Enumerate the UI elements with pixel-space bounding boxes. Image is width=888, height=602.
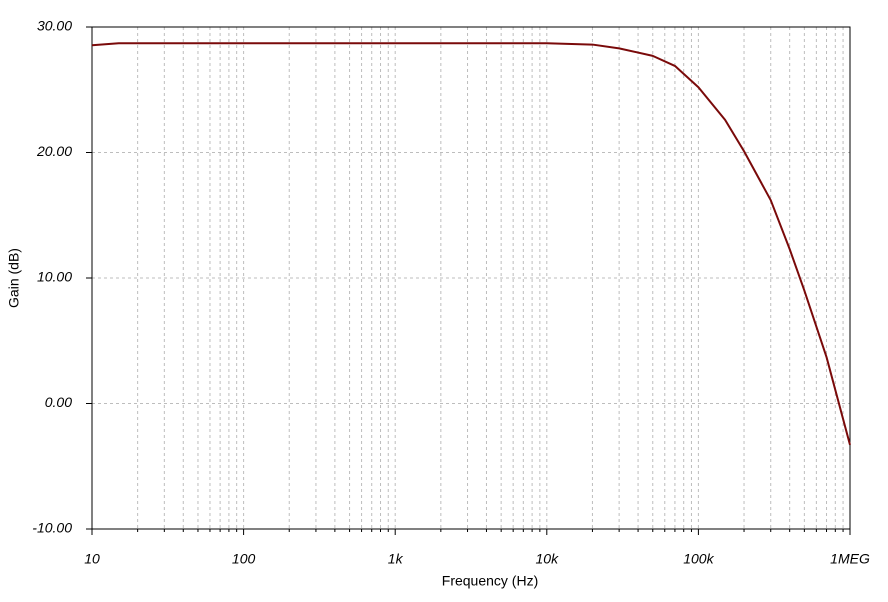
y-tick-label: 10.00 [37, 269, 72, 285]
y-tick-label: 20.00 [36, 143, 72, 159]
x-tick-label: 10k [536, 551, 560, 567]
x-tick-label: 1MEG [830, 551, 870, 567]
y-axis-label: Gain (dB) [6, 248, 22, 308]
plot-frame [91, 26, 851, 530]
y-tick-label: -10.00 [32, 520, 72, 536]
data-line [91, 42, 851, 446]
y-tick-label: 0.00 [45, 394, 72, 410]
y-tick-label: 30.00 [37, 18, 72, 34]
x-axis-label: Frequency (Hz) [442, 573, 538, 589]
x-tick-label: 1k [388, 551, 404, 567]
x-tick-label: 10 [84, 551, 100, 567]
x-tick-label: 100k [683, 551, 714, 567]
x-tick-label: 100 [232, 551, 256, 567]
